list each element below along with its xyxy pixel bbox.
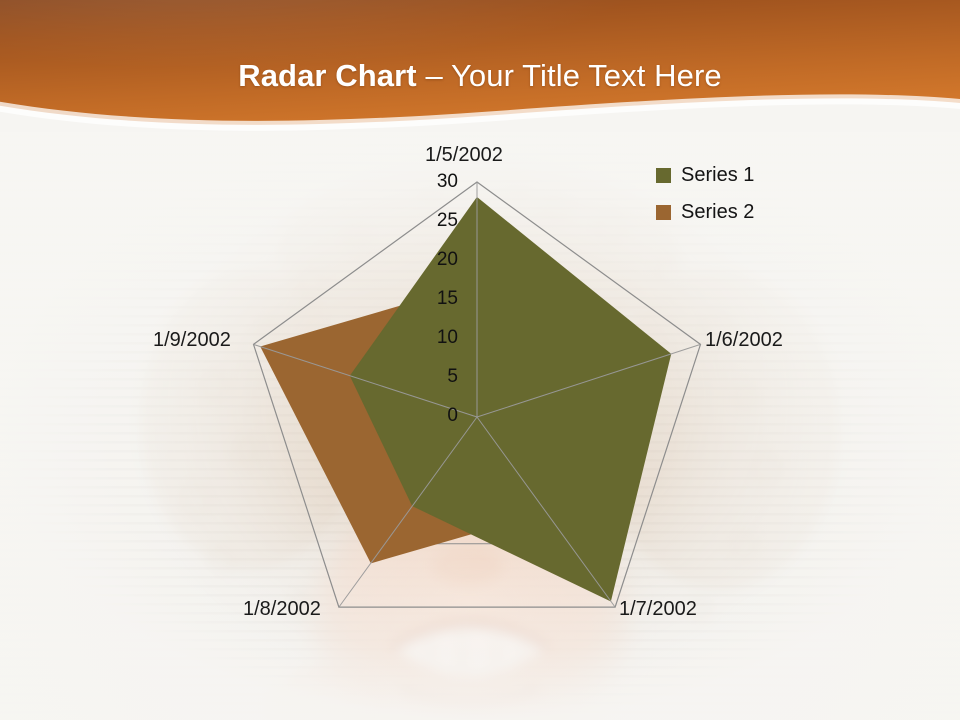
radar-spoke-1/8/2002 [338,416,478,608]
slide-header: Radar Chart – Your Title Text Here [0,0,960,132]
radar-spoke-1/6/2002 [476,343,701,418]
legend-label-series-1: Series 1 [681,164,755,186]
legend-item-series-1[interactable]: Series 1 [656,160,754,190]
radial-tick-0: 0 [447,405,458,426]
page-title-bold: Radar Chart [238,58,417,93]
chart-legend: Series 1 Series 2 [656,160,754,234]
radial-tick-10: 10 [436,327,458,348]
radial-tick-20: 20 [436,249,458,270]
legend-swatch-series-2 [656,204,671,220]
axis-label-right: 1/6/2002 [705,329,783,351]
axis-label-bottom-right: 1/7/2002 [619,598,697,620]
radar-spoke-1/7/2002 [476,416,616,608]
radial-tick-25: 25 [436,210,458,231]
legend-item-series-2[interactable]: Series 2 [656,197,754,227]
radial-tick-15: 15 [436,288,458,309]
header-wave-divider [0,94,960,132]
radar-spokes [253,182,701,608]
radar-grid-ring-30 [252,181,702,608]
page-title-rest: – Your Title Text Here [416,58,722,93]
radial-tick-5: 5 [447,366,458,387]
axis-label-left: 1/9/2002 [153,329,231,351]
radar-series-layer [260,196,672,602]
legend-label-series-2: Series 2 [681,201,755,223]
radial-tick-30: 30 [436,171,458,192]
axis-label-bottom-left: 1/8/2002 [243,598,321,620]
radar-area-series-1 [349,196,672,602]
radar-spoke-1/9/2002 [253,343,478,418]
axis-label-top: 1/5/2002 [425,144,503,166]
legend-swatch-series-1 [656,167,671,183]
page-title: Radar Chart – Your Title Text Here [0,57,960,95]
